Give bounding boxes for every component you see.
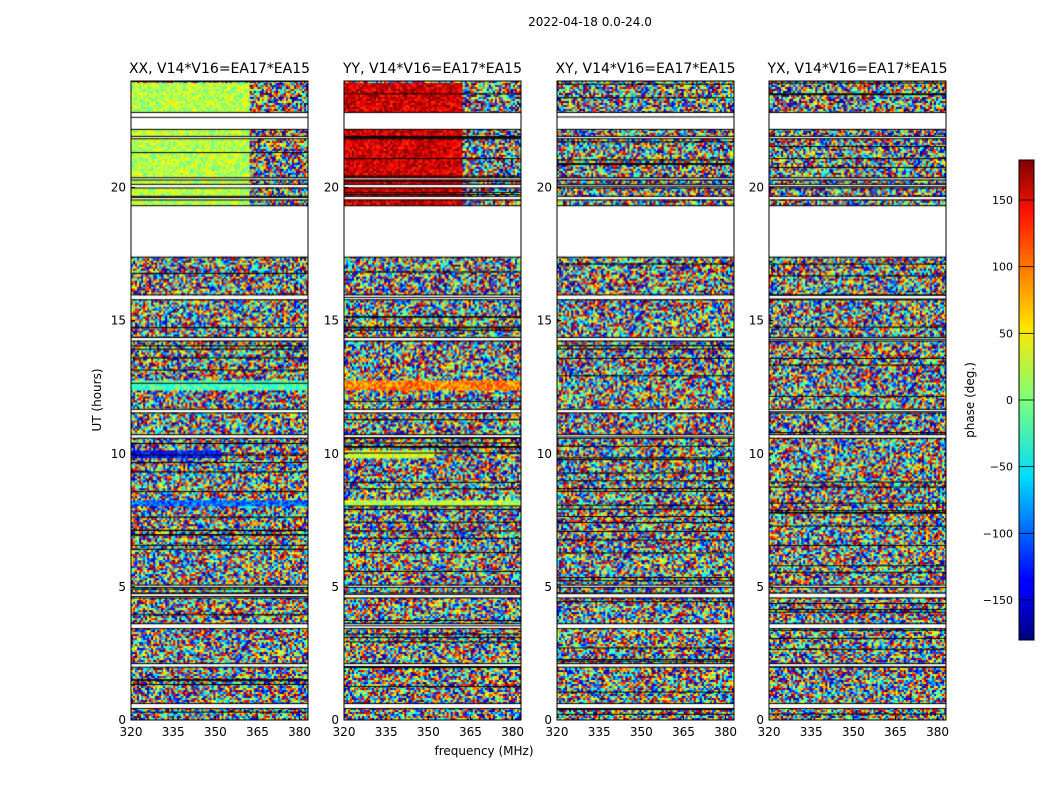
panel-yy: YY, V14*V16=EA17*EA15 320 335 350 365 380 0 5 10… bbox=[324, 61, 524, 739]
panel-frame bbox=[130, 80, 309, 721]
phase-canvas bbox=[344, 81, 521, 720]
y-tick-label: 0 bbox=[331, 713, 339, 727]
colorbar: 150 100 50 0 −50 −100 −150 phase (deg.) bbox=[963, 159, 1035, 641]
panels: XX, V14*V16=EA17*EA15 320 335 350 365 380 0 5 10… bbox=[111, 61, 949, 739]
y-tick-label: 5 bbox=[331, 580, 339, 594]
y-tick-label: 15 bbox=[537, 314, 552, 328]
phase-image-yx bbox=[769, 81, 946, 720]
x-tick-label: 320 bbox=[120, 725, 143, 739]
x-tick-label: 350 bbox=[842, 725, 865, 739]
colorbar-tick-label: −50 bbox=[990, 461, 1013, 474]
x-tick-label: 350 bbox=[204, 725, 227, 739]
panel-title: XY, V14*V16=EA17*EA15 bbox=[555, 61, 735, 77]
figure-title: 2022-04-18 0.0-24.0 bbox=[528, 15, 652, 29]
x-tick-label: 320 bbox=[758, 725, 781, 739]
y-tick-label: 10 bbox=[749, 447, 764, 461]
y-tick-label: 0 bbox=[118, 713, 126, 727]
y-tick-label: 5 bbox=[118, 580, 126, 594]
colorbar-tick-label: 0 bbox=[1006, 394, 1013, 407]
phase-image-xy bbox=[557, 81, 734, 720]
y-axis-label: UT (hours) bbox=[90, 368, 104, 431]
y-tick-label: 10 bbox=[111, 447, 126, 461]
panel-frame bbox=[343, 80, 522, 721]
x-tick-label: 320 bbox=[546, 725, 569, 739]
x-tick-label: 365 bbox=[459, 725, 482, 739]
x-tick-label: 335 bbox=[588, 725, 611, 739]
x-tick-label: 350 bbox=[630, 725, 653, 739]
x-tick-label: 380 bbox=[926, 725, 949, 739]
y-tick-label: 15 bbox=[111, 314, 126, 328]
phase-image-yy bbox=[344, 81, 521, 720]
y-tick-label: 15 bbox=[749, 314, 764, 328]
x-tick-label: 350 bbox=[417, 725, 440, 739]
colorbar-tick-label: 150 bbox=[992, 194, 1013, 207]
panel-title: YX, V14*V16=EA17*EA15 bbox=[766, 61, 947, 77]
y-tick-label: 15 bbox=[324, 314, 339, 328]
x-tick-label: 320 bbox=[333, 725, 356, 739]
x-tick-label: 380 bbox=[288, 725, 311, 739]
phase-canvas bbox=[131, 81, 308, 720]
y-tick-label: 5 bbox=[544, 580, 552, 594]
x-tick-label: 365 bbox=[884, 725, 907, 739]
x-tick-label: 365 bbox=[672, 725, 695, 739]
phase-canvas bbox=[557, 81, 734, 720]
panel-yx: YX, V14*V16=EA17*EA15 320 335 350 365 380 0 5 10… bbox=[749, 61, 949, 739]
panel-title: XX, V14*V16=EA17*EA15 bbox=[129, 61, 310, 77]
x-tick-label: 380 bbox=[714, 725, 737, 739]
phase-canvas bbox=[769, 81, 946, 720]
panel-title: YY, V14*V16=EA17*EA15 bbox=[342, 61, 522, 77]
y-tick-label: 0 bbox=[544, 713, 552, 727]
colorbar-label: phase (deg.) bbox=[963, 362, 977, 438]
y-tick-label: 20 bbox=[324, 181, 339, 195]
x-tick-label: 380 bbox=[501, 725, 524, 739]
y-tick-label: 10 bbox=[324, 447, 339, 461]
colorbar-tick-label: −100 bbox=[983, 527, 1013, 540]
y-tick-label: 20 bbox=[749, 181, 764, 195]
x-tick-label: 335 bbox=[375, 725, 398, 739]
panel-frame bbox=[556, 80, 735, 721]
phase-image-xx bbox=[131, 81, 308, 720]
y-tick-label: 0 bbox=[756, 713, 764, 727]
y-tick-label: 20 bbox=[111, 181, 126, 195]
panel-xy: XY, V14*V16=EA17*EA15 320 335 350 365 380 0 5 10… bbox=[537, 61, 737, 739]
y-tick-label: 10 bbox=[537, 447, 552, 461]
panel-frame bbox=[768, 80, 947, 721]
x-tick-label: 335 bbox=[162, 725, 185, 739]
panel-xx: XX, V14*V16=EA17*EA15 320 335 350 365 380 0 5 10… bbox=[111, 61, 311, 739]
colorbar-tick-label: −150 bbox=[983, 594, 1013, 607]
colorbar-tick-label: 100 bbox=[992, 261, 1013, 274]
y-tick-label: 5 bbox=[756, 580, 764, 594]
x-tick-label: 365 bbox=[246, 725, 269, 739]
x-axis-label: frequency (MHz) bbox=[434, 744, 533, 758]
colorbar-ticks: 150 100 50 0 −50 −100 −150 bbox=[983, 194, 1034, 607]
x-tick-label: 335 bbox=[800, 725, 823, 739]
colorbar-tick-label: 50 bbox=[999, 327, 1013, 340]
y-tick-label: 20 bbox=[537, 181, 552, 195]
